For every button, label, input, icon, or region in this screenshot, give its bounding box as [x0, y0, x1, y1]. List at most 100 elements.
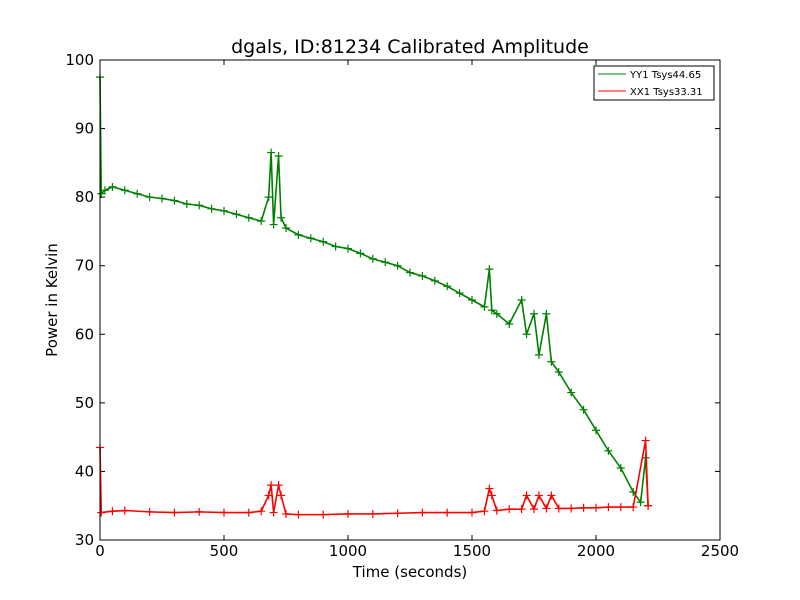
data-point-marker: [133, 189, 142, 198]
data-point-marker: [641, 436, 650, 445]
x-tick-label: 1000: [329, 542, 367, 560]
data-point-marker: [195, 201, 204, 210]
y-tick-label: 100: [65, 51, 94, 69]
data-point-marker: [368, 254, 377, 263]
data-point-marker: [592, 503, 600, 512]
x-tick-label: 2500: [701, 542, 739, 560]
data-point-marker: [381, 258, 390, 267]
x-tick-label: 1500: [453, 542, 491, 560]
data-point-marker: [393, 509, 402, 518]
data-point-marker: [604, 446, 613, 455]
x-tick-label: 500: [210, 542, 239, 560]
data-point-marker: [195, 507, 204, 516]
data-point-marker: [232, 210, 241, 219]
data-point-marker: [542, 504, 551, 513]
legend-label-xx1: XX1 Tsys33.31: [630, 87, 703, 98]
data-point-marker: [554, 504, 563, 513]
data-point-marker: [257, 217, 266, 226]
data-point-marker: [368, 509, 377, 518]
data-point-marker: [505, 505, 514, 514]
data-point-marker: [592, 426, 600, 435]
data-point-marker: [267, 148, 276, 157]
data-point-marker: [319, 237, 328, 246]
data-point-marker: [244, 213, 253, 222]
data-point-marker: [100, 186, 109, 195]
data-point-marker: [554, 368, 563, 376]
data-point-marker: [522, 330, 531, 339]
ticks-layer: 0 500 1000 1500 2000 2500 30 40 50 60 70 80 90 100: [65, 51, 739, 560]
data-point-marker: [97, 508, 106, 517]
data-point-marker: [485, 265, 494, 274]
y-tick-label: 40: [75, 462, 94, 480]
data-point-marker: [267, 481, 276, 490]
data-point-marker: [604, 503, 613, 512]
x-axis-label: Time (seconds): [352, 563, 468, 581]
data-point-marker: [344, 509, 352, 518]
data-point-marker: [480, 302, 489, 311]
data-point-marker: [534, 350, 543, 359]
data-point-marker: [108, 507, 117, 516]
data-point-marker: [344, 244, 352, 253]
data-point-marker: [505, 320, 514, 328]
data-point-marker: [319, 510, 328, 519]
y-tick-label: 30: [75, 531, 94, 549]
data-point-marker: [393, 261, 402, 270]
plot-area: [100, 60, 720, 540]
data-point-marker: [530, 309, 538, 318]
data-point-marker: [120, 186, 129, 195]
data-point-marker: [277, 491, 286, 500]
data-point-marker: [644, 501, 653, 510]
data-point-marker: [220, 508, 228, 517]
data-point-marker: [97, 189, 106, 198]
data-point-marker: [492, 506, 501, 515]
series-xx1: [96, 436, 653, 519]
data-point-marker: [331, 242, 340, 251]
data-point-marker: [269, 220, 278, 229]
data-point-marker: [455, 289, 464, 298]
x-tick-label: 2000: [577, 542, 615, 560]
data-point-marker: [567, 504, 576, 513]
data-point-marker: [220, 206, 228, 215]
y-tick-label: 50: [75, 394, 94, 412]
data-point-marker: [492, 309, 501, 318]
data-point-marker: [480, 507, 489, 516]
data-point-marker: [418, 272, 427, 280]
data-point-marker: [517, 505, 526, 514]
data-point-marker: [547, 491, 556, 500]
data-point-marker: [264, 491, 273, 500]
data-point-marker: [629, 503, 638, 512]
data-point-marker: [145, 193, 154, 202]
data-point-marker: [274, 152, 283, 160]
data-point-marker: [269, 508, 278, 517]
data-point-marker: [430, 276, 439, 285]
series-line: [99, 77, 649, 506]
data-point-marker: [517, 296, 526, 304]
data-point-marker: [182, 200, 191, 208]
data-point-marker: [530, 505, 538, 514]
y-tick-label: 60: [75, 325, 94, 343]
data-point-marker: [257, 507, 266, 516]
data-point-marker: [616, 503, 625, 512]
data-point-marker: [282, 509, 290, 518]
data-point-marker: [468, 296, 476, 304]
data-point-marker: [264, 193, 273, 202]
data-point-marker: [487, 306, 496, 315]
data-point-marker: [487, 491, 496, 500]
data-point-marker: [406, 268, 414, 277]
data-point-marker: [145, 507, 154, 516]
data-point-marker: [108, 182, 117, 191]
data-point-marker: [522, 491, 531, 500]
data-point-marker: [277, 213, 286, 222]
data-point-marker: [579, 405, 588, 414]
data-point-marker: [567, 388, 576, 397]
legend-label-yy1: YY1 Tsys44.65: [629, 70, 701, 81]
data-point-marker: [468, 508, 476, 517]
data-point-marker: [306, 234, 315, 243]
x-tick-label: 0: [95, 542, 105, 560]
data-point-marker: [418, 508, 427, 517]
data-point-marker: [207, 204, 216, 213]
plot-frame: [99, 59, 721, 541]
y-tick-label: 90: [75, 120, 94, 138]
series-layer: [96, 73, 653, 519]
